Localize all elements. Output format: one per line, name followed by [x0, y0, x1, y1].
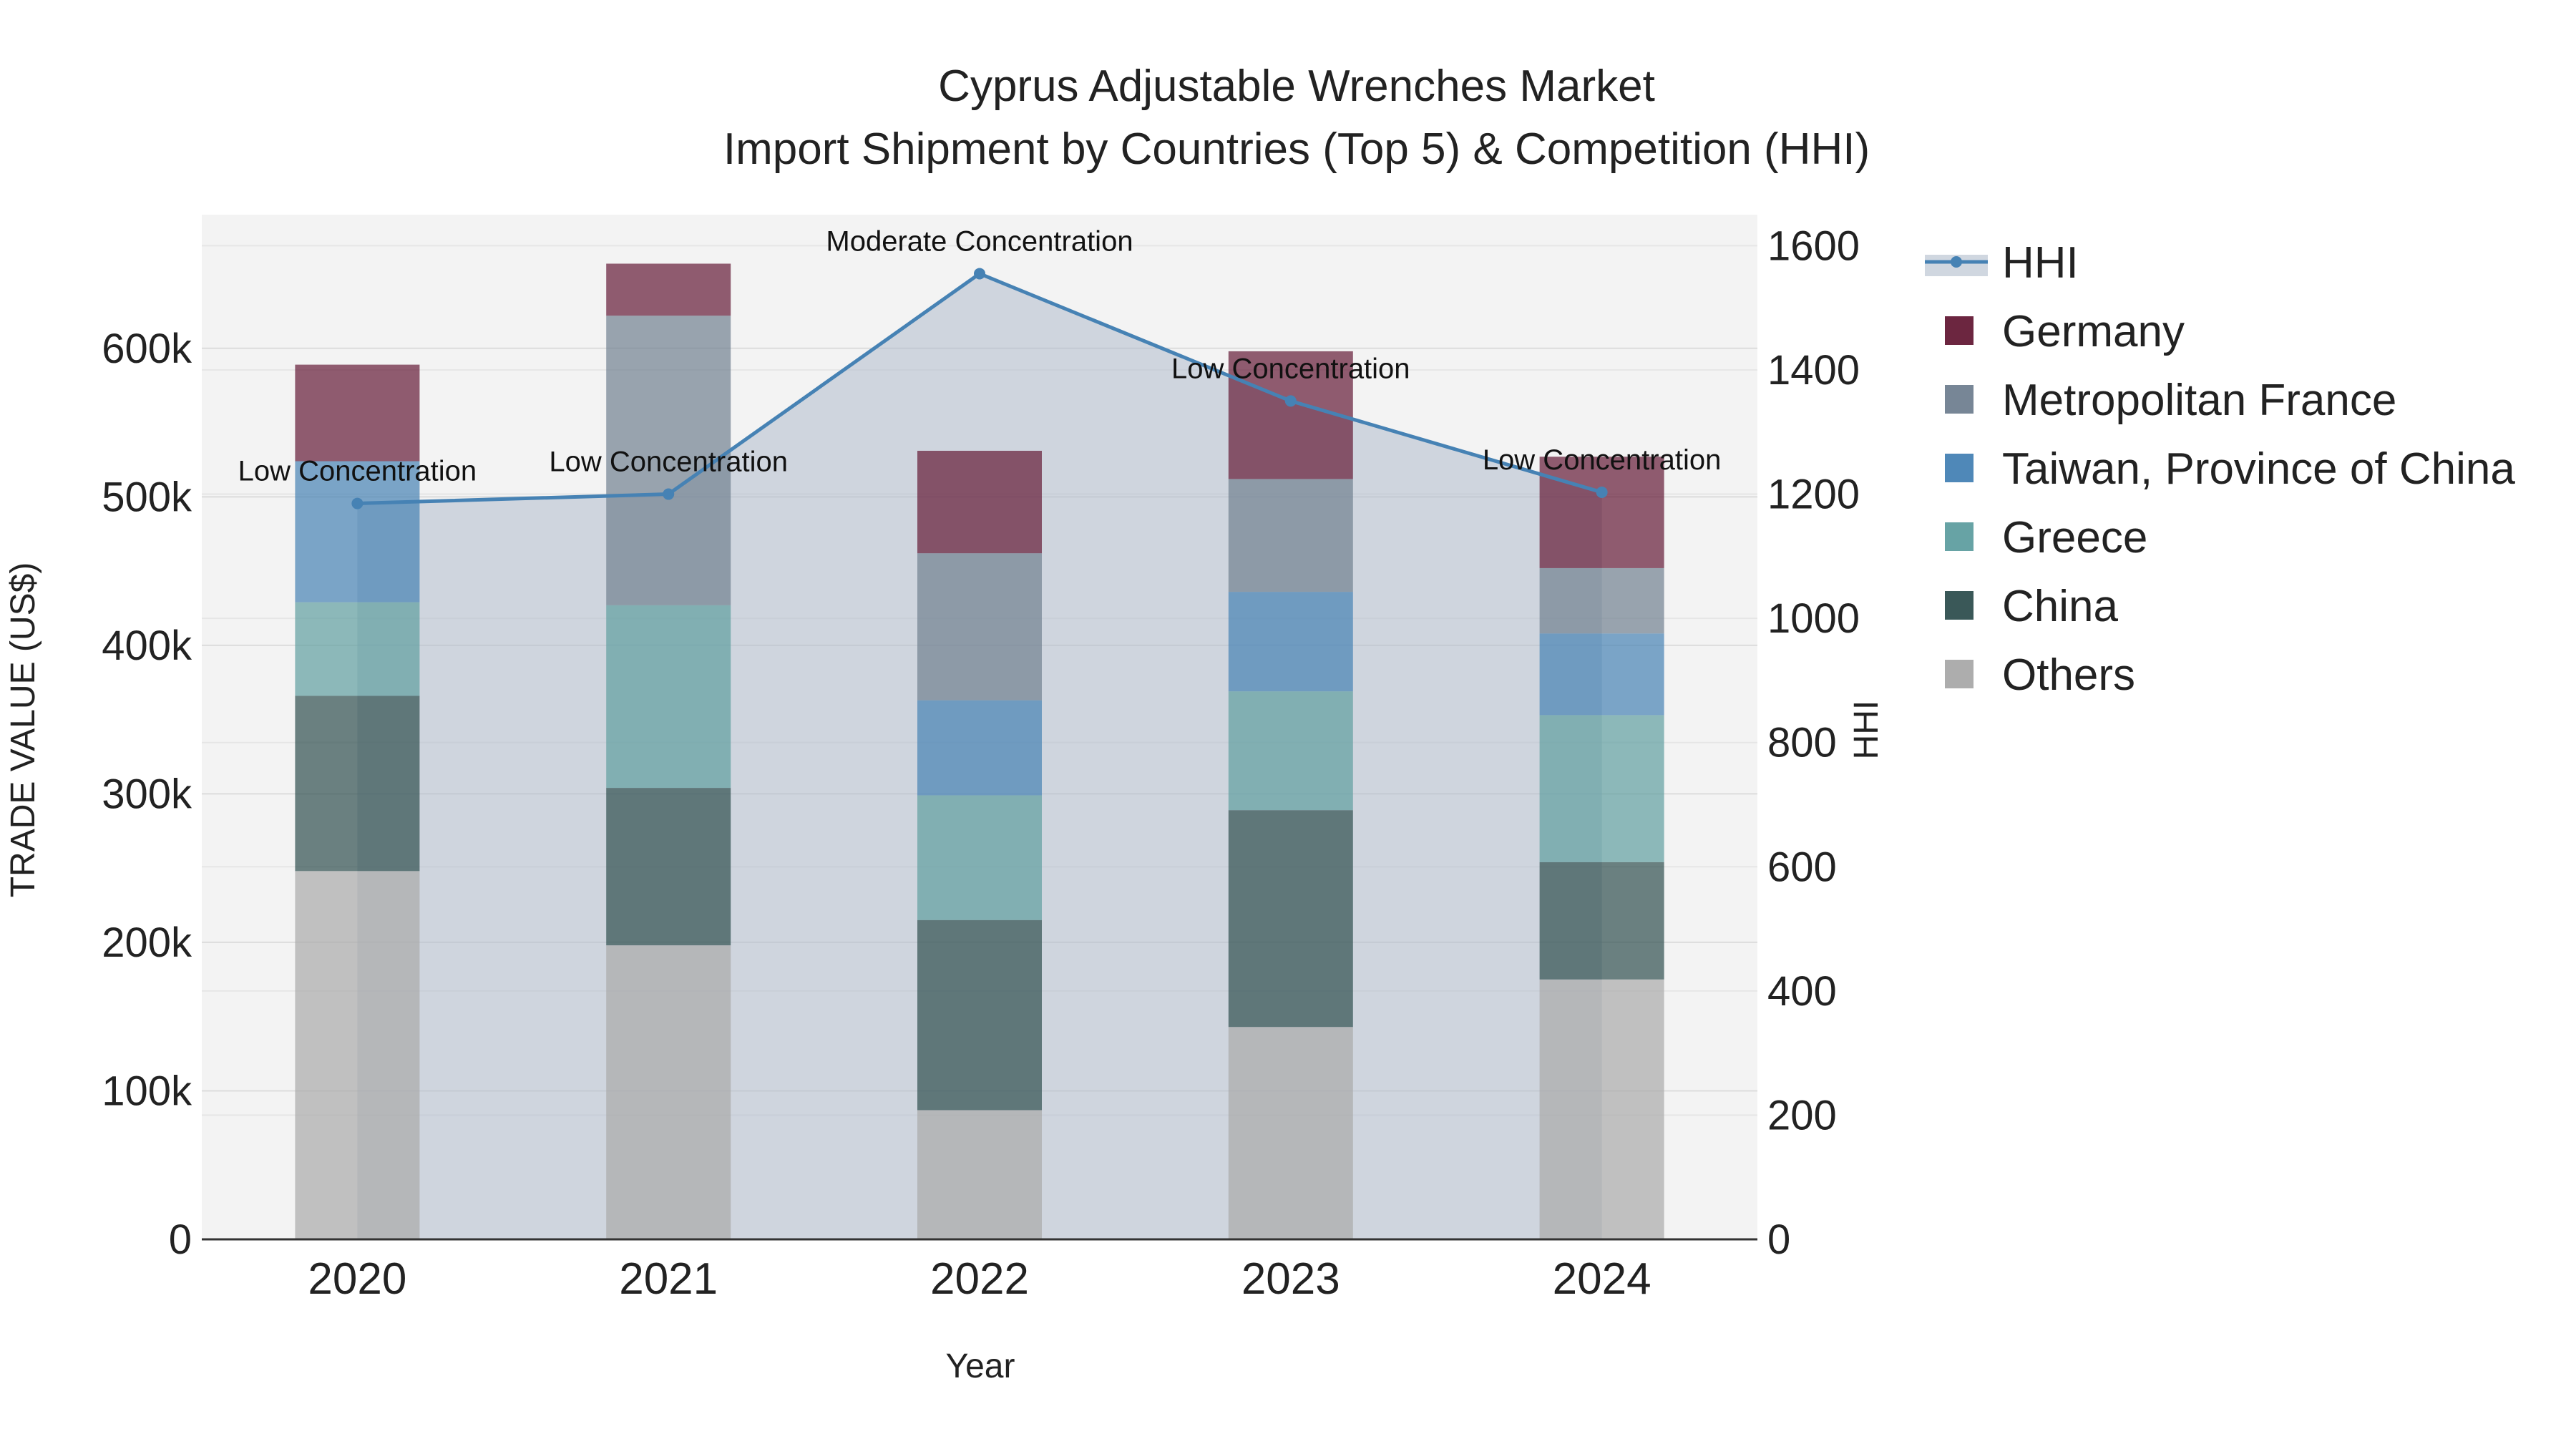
hhi-point: [1596, 486, 1608, 498]
bar-segment: [295, 871, 420, 1239]
hhi-point: [351, 497, 364, 509]
legend-swatch: [1945, 316, 1974, 345]
hhi-point: [663, 488, 675, 500]
y-tick-label: 100k: [102, 1068, 192, 1114]
y2-tick-label: 0: [1767, 1216, 1790, 1263]
bar-segment: [1539, 567, 1664, 634]
hhi-point: [974, 268, 985, 280]
bar-segment: [1539, 715, 1664, 862]
y2-tick-label: 1600: [1767, 223, 1860, 269]
y-tick-label: 0: [169, 1216, 192, 1263]
bar-segment: [606, 605, 731, 789]
bar-segment: [1228, 691, 1353, 811]
y2-tick-label: 1400: [1767, 347, 1860, 394]
bar-segment: [917, 1110, 1042, 1239]
y-tick-label: 400k: [102, 623, 192, 669]
bar-segment: [606, 263, 731, 316]
x-axis-title: Year: [946, 1347, 1015, 1385]
x-tick-label: 2022: [930, 1254, 1029, 1304]
x-tick-label: 2021: [619, 1254, 718, 1304]
bar-segment: [606, 316, 731, 605]
y2-tick-label: 1000: [1767, 595, 1860, 642]
hhi-point: [1284, 395, 1297, 407]
legend-swatch: [1945, 454, 1974, 482]
legend-swatch: [1945, 522, 1974, 551]
hhi-annotation: Low Concentration: [238, 456, 477, 487]
y2-tick-label: 600: [1767, 844, 1837, 890]
y-tick-label: 200k: [102, 919, 192, 966]
hhi-annotation: Low Concentration: [1483, 444, 1722, 476]
bar-segment: [1539, 862, 1664, 980]
legend-swatch: [1945, 385, 1974, 414]
bar-segment: [1539, 979, 1664, 1239]
y2-tick-label: 400: [1767, 968, 1837, 1015]
legend-swatch: [1945, 660, 1974, 688]
y-axis-title: TRADE VALUE (US$): [4, 562, 42, 898]
bar-segment: [1539, 633, 1664, 716]
hhi-annotation: Low Concentration: [549, 447, 788, 478]
legend-label: Taiwan, Province of China: [2002, 444, 2515, 494]
bar-segment: [917, 553, 1042, 701]
legend-swatch-hhi-marker: [1951, 256, 1962, 268]
legend-label: Germany: [2002, 307, 2185, 356]
y-tick-label: 300k: [102, 771, 192, 817]
bar-segment: [1228, 592, 1353, 692]
chart-title-line1: Cyprus Adjustable Wrenches Market: [938, 62, 1655, 111]
bar-segment: [606, 945, 731, 1239]
bar-segment: [917, 450, 1042, 554]
x-tick-label: 2024: [1553, 1254, 1652, 1304]
y2-axis-title: HHI: [1848, 701, 1885, 760]
y-tick-label: 600k: [102, 326, 192, 372]
y-tick-label: 500k: [102, 474, 192, 520]
bar-segment: [917, 700, 1042, 796]
x-tick-label: 2020: [308, 1254, 406, 1304]
hhi-annotation: Low Concentration: [1171, 353, 1410, 384]
bar-segment: [917, 919, 1042, 1111]
chart-title-line2: Import Shipment by Countries (Top 5) & C…: [723, 125, 1870, 174]
bar-segment: [295, 461, 420, 602]
bar-segment: [295, 364, 420, 462]
bar-segment: [1228, 479, 1353, 592]
bar-segment: [1228, 351, 1353, 479]
bar-segment: [1539, 457, 1664, 568]
legend-label: China: [2002, 582, 2119, 631]
bar-segment: [295, 696, 420, 872]
legend-label: Greece: [2002, 513, 2147, 562]
legend-label: HHI: [2002, 238, 2079, 288]
bar-segment: [295, 602, 420, 696]
y2-tick-label: 1200: [1767, 472, 1860, 518]
hhi-annotation: Moderate Concentration: [826, 225, 1133, 257]
y2-tick-label: 800: [1767, 720, 1837, 766]
legend-label: Metropolitan France: [2002, 376, 2396, 425]
bar-segment: [606, 788, 731, 946]
bar-segment: [1228, 1027, 1353, 1239]
bar-segment: [917, 795, 1042, 920]
legend-swatch: [1945, 591, 1974, 620]
y2-tick-label: 200: [1767, 1092, 1837, 1138]
legend-label: Others: [2002, 650, 2135, 700]
x-tick-label: 2023: [1241, 1254, 1340, 1304]
bar-segment: [1228, 810, 1353, 1028]
